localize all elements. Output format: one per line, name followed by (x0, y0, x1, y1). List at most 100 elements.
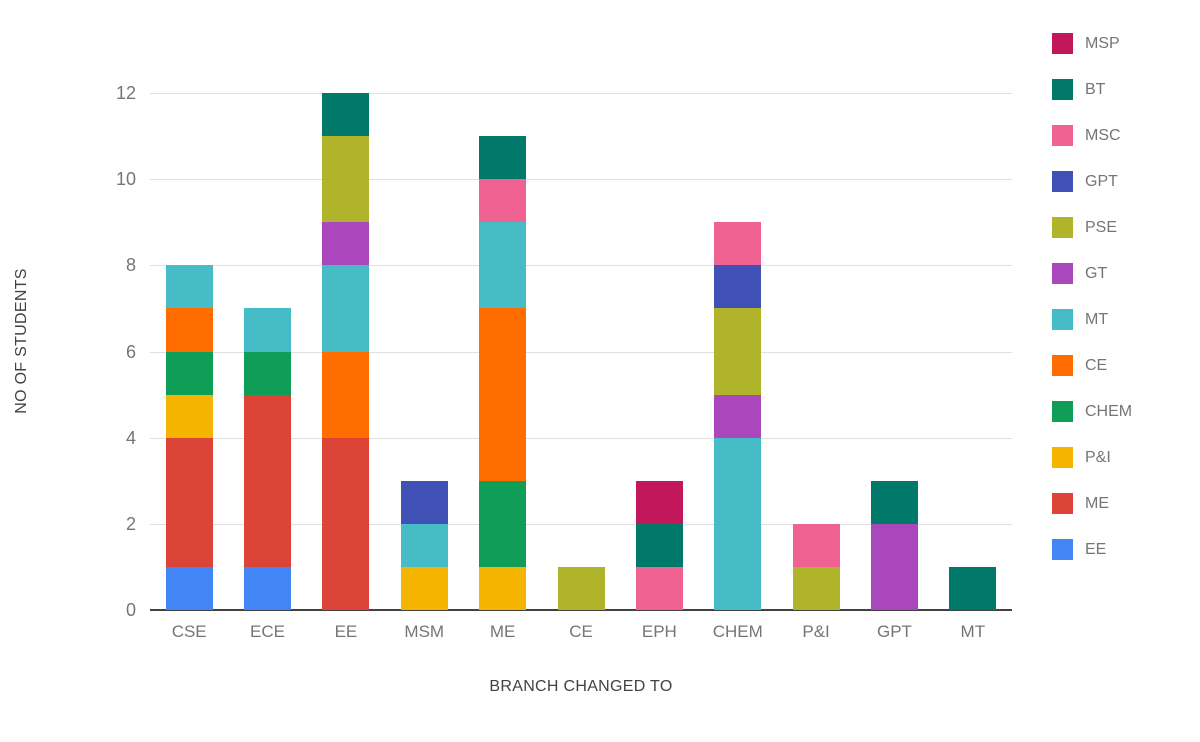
bar-segment-CHEM-PSE[interactable] (714, 308, 762, 395)
legend-swatch-MT (1052, 309, 1073, 330)
legend-item-PSE: PSE (1052, 217, 1132, 238)
bar-segment-MT-BT[interactable] (949, 566, 997, 610)
legend-swatch-GT (1052, 263, 1073, 284)
legend-item-CHEM: CHEM (1052, 401, 1132, 422)
legend-label: BT (1085, 81, 1106, 98)
legend-item-CE: CE (1052, 355, 1132, 376)
legend-label: CHEM (1085, 403, 1133, 420)
bar-segment-CSE-EE[interactable] (165, 566, 213, 610)
legend-swatch-BT (1052, 79, 1073, 100)
legend-item-EE: EE (1052, 539, 1132, 560)
x-category-label: CHEM (712, 622, 763, 641)
bar-segment-MSM-P&I[interactable] (400, 566, 448, 610)
legend-swatch-CHEM (1052, 401, 1073, 422)
legend-label: MSC (1085, 127, 1121, 144)
gridline (150, 93, 1012, 94)
bar-segment-EE-GT[interactable] (322, 222, 370, 266)
y-tick-label: 0 (125, 600, 136, 620)
x-category-label: GPT (876, 622, 912, 641)
bar-segment-EPH-BT[interactable] (635, 523, 683, 567)
bar-segment-ME-P&I[interactable] (479, 566, 527, 610)
bar-segment-CE-PSE[interactable] (557, 566, 605, 610)
x-category-label: ME (489, 622, 516, 641)
legend-swatch-MSC (1052, 125, 1073, 146)
y-axis-title: NO OF STUDENTS (13, 268, 30, 414)
bar-segment-EPH-MSC[interactable] (635, 566, 683, 610)
legend-label: GPT (1085, 173, 1118, 190)
legend-item-MSC: MSC (1052, 125, 1132, 146)
legend-item-GT: GT (1052, 263, 1132, 284)
y-tick-label: 8 (125, 255, 136, 276)
legend-item-MSP: MSP (1052, 33, 1132, 54)
gridline (150, 437, 1012, 439)
bar-segment-CSE-P&I[interactable] (165, 394, 213, 438)
x-category-label: MSM (404, 622, 445, 641)
bar-segment-ECE-CHEM[interactable] (244, 351, 292, 395)
y-tick-label: 4 (125, 427, 136, 448)
bar-segment-ECE-ME[interactable] (244, 394, 292, 567)
x-category-label: P&I (802, 622, 830, 641)
bar-segment-CHEM-MSC[interactable] (714, 222, 762, 266)
x-category-label: CE (569, 622, 593, 641)
bar-segment-EE-MT[interactable] (322, 265, 370, 352)
bar-segment-CSE-CE[interactable] (165, 308, 213, 352)
legend-label: MT (1085, 311, 1109, 328)
y-tick-label: 10 (115, 169, 136, 190)
bar-segment-EE-ME[interactable] (322, 437, 370, 610)
legend-label: P&I (1085, 449, 1111, 466)
bar-segment-EE-PSE[interactable] (322, 136, 370, 223)
x-category-label: ECE (250, 622, 286, 641)
gridline (150, 265, 1012, 267)
bar-segment-CHEM-GPT[interactable] (714, 265, 762, 309)
gridline (150, 523, 1012, 525)
legend-label: ME (1085, 495, 1109, 512)
bar-segment-GPT-GT[interactable] (870, 523, 918, 610)
legend-item-MT: MT (1052, 309, 1132, 330)
bar-segment-EE-BT[interactable] (322, 93, 370, 137)
legend-swatch-CE (1052, 355, 1073, 376)
bar-segment-ME-CE[interactable] (479, 308, 527, 481)
bar-segment-CSE-ME[interactable] (165, 437, 213, 567)
legend-label: MSP (1085, 35, 1120, 52)
x-category-label: MT (960, 622, 986, 641)
plot-area (150, 93, 1012, 611)
legend-swatch-EE (1052, 539, 1073, 560)
bar-segment-MSM-MT[interactable] (400, 523, 448, 567)
legend-item-ME: ME (1052, 493, 1132, 514)
legend-item-BT: BT (1052, 79, 1132, 100)
x-axis-baseline (150, 609, 1012, 611)
legend-label: GT (1085, 265, 1108, 282)
bar-segment-ME-CHEM[interactable] (479, 480, 527, 567)
bar-segment-ECE-MT[interactable] (244, 308, 292, 352)
bar-segment-CSE-MT[interactable] (165, 265, 213, 309)
bar-segment-MSM-GPT[interactable] (400, 480, 448, 524)
legend-swatch-ME (1052, 493, 1073, 514)
legend-label: CE (1085, 357, 1108, 374)
bar-segment-ME-MT[interactable] (479, 222, 527, 309)
bar-segment-ECE-EE[interactable] (244, 566, 292, 610)
y-tick-label: 12 (115, 83, 136, 103)
x-category-label: CSE (171, 622, 207, 641)
bar-segment-CHEM-MT[interactable] (714, 437, 762, 610)
bar-segment-EE-CE[interactable] (322, 351, 370, 438)
legend-swatch-PSE (1052, 217, 1073, 238)
bar-segment-P&I-MSC[interactable] (792, 523, 840, 567)
legend-swatch-P&I (1052, 447, 1073, 468)
bar-segment-ME-BT[interactable] (479, 136, 527, 180)
legend: MSP BT MSC GPT PSE GT MT CE CHEM P&I ME EE (1052, 33, 1132, 560)
bar-segment-GPT-BT[interactable] (870, 480, 918, 524)
bar-segment-CHEM-GT[interactable] (714, 394, 762, 438)
bar-segment-EPH-MSP[interactable] (635, 480, 683, 524)
y-tick-label: 6 (125, 341, 136, 362)
x-category-label: EE (334, 622, 358, 641)
legend-swatch-GPT (1052, 171, 1073, 192)
bar-segment-CSE-CHEM[interactable] (165, 351, 213, 395)
bar-segment-ME-MSC[interactable] (479, 179, 527, 223)
legend-label: PSE (1085, 219, 1118, 236)
y-tick-label: 2 (125, 513, 136, 534)
legend-item-P&I: P&I (1052, 447, 1132, 468)
bar-segment-P&I-PSE[interactable] (792, 566, 840, 610)
gridline (150, 351, 1012, 353)
x-axis-title: BRANCH CHANGED TO (489, 678, 673, 695)
